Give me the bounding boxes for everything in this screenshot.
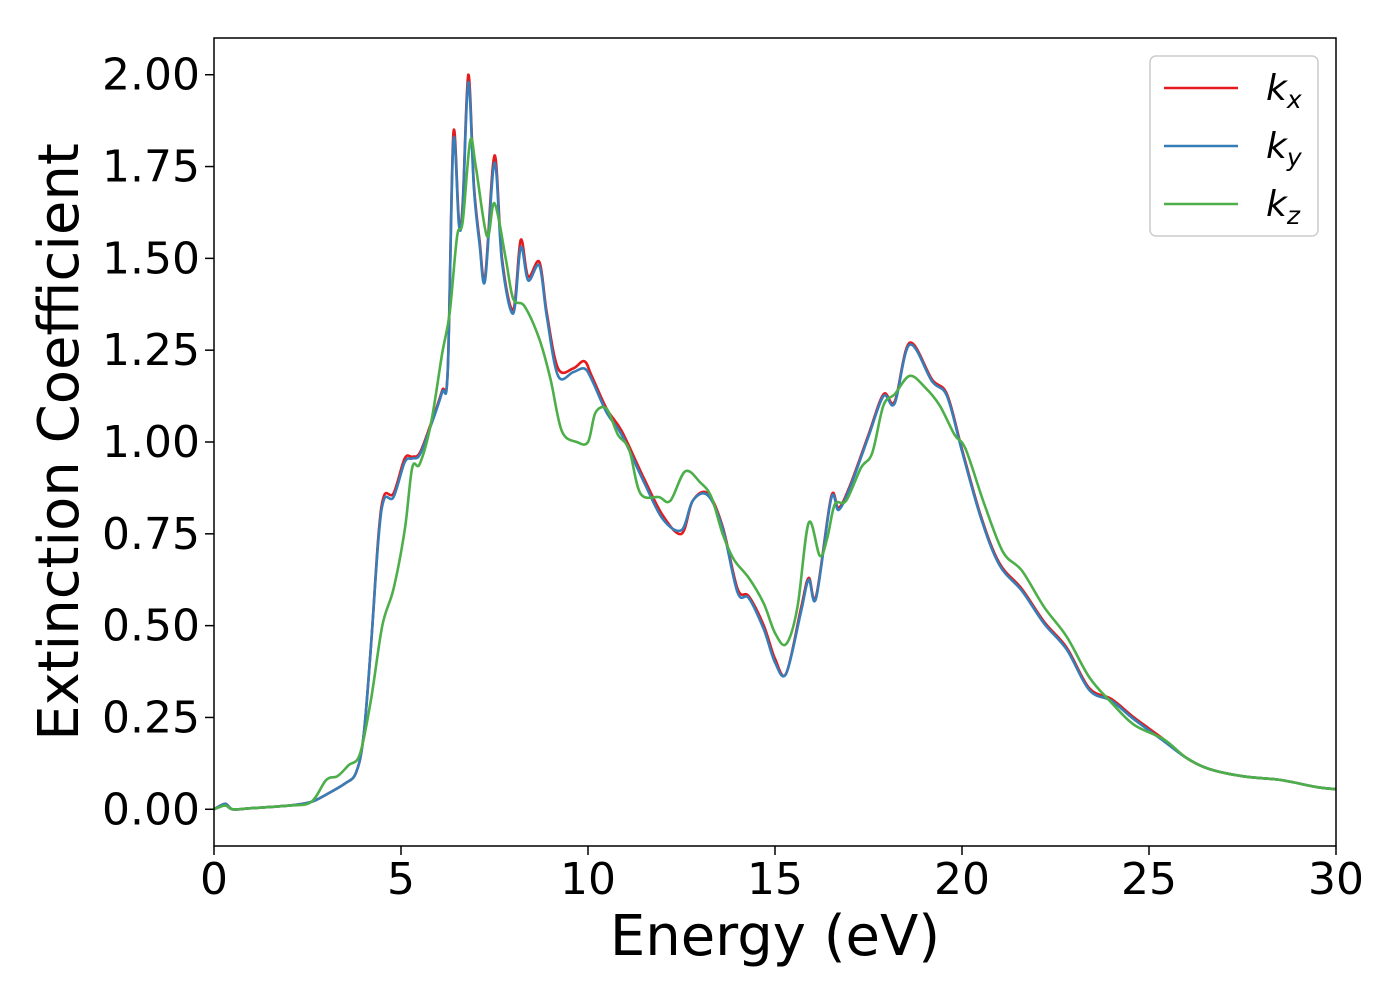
legend: kx ky kz <box>1149 55 1319 237</box>
series-line-ky <box>213 80 1337 811</box>
legend-label-kx: kx <box>1266 68 1302 114</box>
x-axis-ticks: 0 5 10 15 20 25 30 <box>200 846 1364 905</box>
y-tick-label: 0.50 <box>102 601 200 652</box>
legend-label-ky: ky <box>1266 126 1303 172</box>
y-tick-label: 1.50 <box>102 233 200 284</box>
y-tick-label: 0.25 <box>102 692 200 743</box>
x-tick-label: 10 <box>560 854 616 905</box>
x-axis-title: Energy (eV) <box>610 904 940 969</box>
y-axis-ticks: 0.00 0.25 0.50 0.75 1.00 1.25 1.50 1.75 2.00 <box>102 50 214 835</box>
y-tick-label: 0.75 <box>102 509 200 560</box>
y-tick-label: 0.00 <box>102 784 200 835</box>
legend-label-kz: kz <box>1266 184 1301 230</box>
y-tick-label: 1.00 <box>102 417 200 468</box>
x-tick-label: 20 <box>934 854 990 905</box>
x-tick-label: 5 <box>387 854 415 905</box>
x-tick-label: 15 <box>747 854 803 905</box>
x-tick-label: 0 <box>200 854 228 905</box>
y-tick-label: 1.25 <box>102 325 200 376</box>
y-tick-label: 1.75 <box>102 142 200 193</box>
series-line-kz <box>213 137 1337 811</box>
y-tick-label: 2.00 <box>102 50 200 101</box>
x-tick-label: 30 <box>1308 854 1364 905</box>
y-axis-title: Extinction Coefficient <box>27 143 92 741</box>
x-tick-label: 25 <box>1121 854 1177 905</box>
series-lines <box>213 73 1337 811</box>
